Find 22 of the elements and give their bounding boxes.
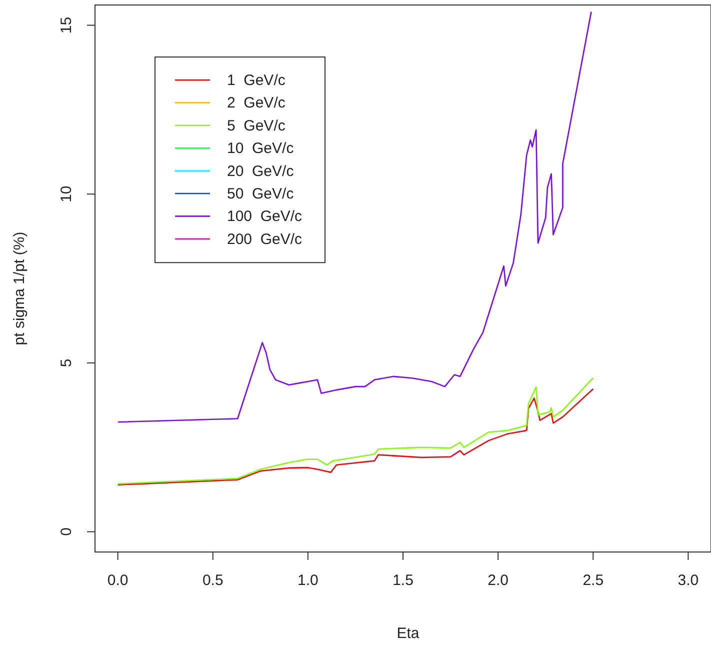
legend-label: 20 GeV/c [227,162,294,180]
legend-label: 100 GeV/c [227,208,303,226]
legend-label: 10 GeV/c [227,140,294,158]
legend-label: 2 GeV/c [227,94,286,112]
legend-label: 1 GeV/c [227,72,286,89]
x-tick-label: 3.0 [678,572,699,589]
legend-label: 50 GeV/c [227,186,294,202]
x-tick-label: 1.5 [392,572,414,589]
x-tick-label: 2.5 [582,572,604,589]
y-tick-label: 5 [58,358,75,368]
x-tick-label: 0.0 [107,572,128,589]
legend-label: 5 GeV/c [227,117,286,134]
line-series [117,11,592,423]
legend-label: 200 GeV/c [227,230,303,248]
y-axis-title: pt sigma 1/pt (%) [11,232,28,346]
x-tick-label: 2.0 [488,572,508,589]
y-tick-label: 15 [58,16,75,34]
y-tick-label: 10 [58,186,75,202]
x-axis-title: Eta [396,625,420,642]
y-tick-label: 0 [58,528,75,536]
x-tick-label: 1.0 [298,572,318,589]
x-tick-label: 0.5 [202,572,224,589]
